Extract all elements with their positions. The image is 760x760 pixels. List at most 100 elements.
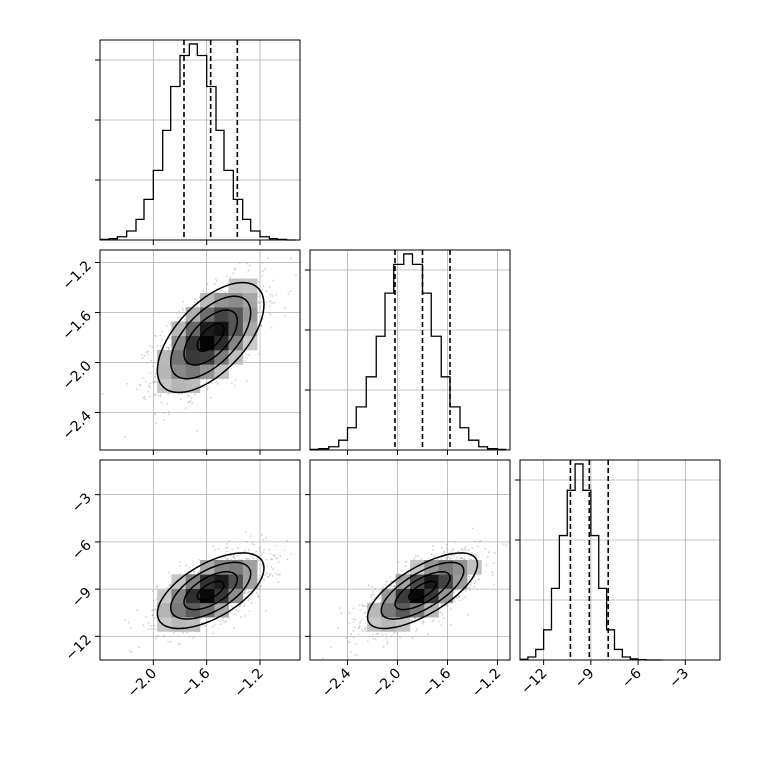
scatter-point bbox=[471, 527, 474, 530]
scatter-point bbox=[354, 643, 357, 646]
scatter-point bbox=[269, 553, 272, 556]
scatter-point bbox=[143, 355, 146, 357]
scatter-point bbox=[274, 544, 277, 547]
x-tick-label: −2.4 bbox=[319, 665, 354, 700]
scatter-point bbox=[169, 323, 172, 326]
scatter-point bbox=[246, 557, 249, 560]
scatter-point bbox=[382, 587, 385, 589]
scatter-point bbox=[411, 637, 414, 639]
scatter-point bbox=[511, 542, 513, 544]
scatter-point bbox=[461, 557, 463, 560]
scatter-point bbox=[467, 549, 470, 552]
scatter-point bbox=[221, 557, 224, 560]
scatter-point bbox=[365, 615, 367, 618]
scatter-point bbox=[144, 398, 147, 401]
scatter-point bbox=[148, 395, 151, 398]
scatter-point bbox=[289, 290, 292, 293]
scatter-point bbox=[486, 555, 489, 558]
scatter-point bbox=[150, 628, 153, 630]
scatter-point bbox=[306, 516, 308, 518]
density-cell bbox=[228, 335, 244, 351]
scatter-point bbox=[248, 610, 251, 613]
scatter-point bbox=[463, 557, 465, 560]
scatter-point bbox=[493, 562, 495, 565]
scatter-point bbox=[267, 257, 270, 260]
scatter-point bbox=[248, 590, 250, 593]
scatter-point bbox=[155, 586, 158, 588]
scatter-point bbox=[422, 620, 425, 623]
scatter-point bbox=[240, 616, 243, 618]
scatter-point bbox=[260, 534, 263, 536]
scatter-point bbox=[442, 551, 445, 554]
scatter-point bbox=[244, 591, 247, 593]
scatter-point bbox=[451, 549, 453, 552]
scatter-point bbox=[147, 390, 150, 393]
scatter-point bbox=[390, 635, 393, 638]
scatter-point bbox=[165, 324, 168, 327]
scatter-point bbox=[159, 395, 162, 398]
histogram-panel-0 bbox=[95, 39, 301, 245]
scatter-point bbox=[463, 547, 466, 550]
scatter-point bbox=[154, 412, 157, 415]
scatter-point bbox=[234, 267, 237, 270]
scatter-point bbox=[283, 549, 286, 552]
density-cell bbox=[171, 350, 187, 365]
contour-line bbox=[366, 552, 479, 630]
scatter-point bbox=[345, 637, 348, 640]
scatter-point bbox=[243, 605, 245, 608]
density-cell bbox=[171, 588, 187, 604]
scatter-point bbox=[276, 557, 279, 560]
scatter-point bbox=[364, 605, 366, 608]
scatter-point bbox=[200, 617, 203, 620]
y-tick-label: −3 bbox=[69, 490, 95, 516]
scatter-point bbox=[264, 268, 267, 270]
scatter-point bbox=[284, 315, 287, 318]
scatter-point bbox=[422, 620, 425, 623]
scatter-point bbox=[461, 549, 464, 551]
contour-line bbox=[156, 552, 265, 630]
scatter-point bbox=[374, 587, 377, 590]
scatter-point bbox=[149, 386, 152, 388]
scatter-point bbox=[168, 571, 170, 574]
x-tick-label: −12 bbox=[518, 666, 550, 698]
contour-line bbox=[183, 309, 239, 366]
contour-line bbox=[169, 295, 252, 380]
scatter-point bbox=[358, 625, 361, 627]
x-tick-label: −1.2 bbox=[469, 666, 504, 701]
scatter-point bbox=[148, 345, 151, 348]
scatter-point bbox=[192, 637, 195, 640]
scatter-point bbox=[245, 530, 247, 533]
scatter-point bbox=[224, 291, 227, 293]
scatter-point bbox=[163, 419, 166, 421]
scatter-point bbox=[353, 653, 356, 656]
density-cell bbox=[242, 560, 258, 575]
scatter-point bbox=[159, 334, 162, 337]
density-cell bbox=[200, 350, 215, 365]
scatter-point bbox=[459, 599, 462, 602]
scatter-point bbox=[349, 651, 352, 653]
scatter-point bbox=[493, 583, 496, 586]
density-cell bbox=[228, 574, 244, 589]
scatter-point bbox=[156, 634, 159, 637]
scatter-point bbox=[232, 272, 235, 275]
scatter-point bbox=[187, 401, 190, 404]
scatter-point bbox=[265, 558, 268, 561]
scatter-point bbox=[154, 394, 156, 397]
scatter-point bbox=[279, 555, 282, 558]
x-tick-label: −1.6 bbox=[178, 665, 213, 700]
scatter-point bbox=[149, 372, 152, 375]
scatter-point bbox=[446, 549, 449, 552]
scatter-point bbox=[181, 307, 184, 310]
scatter-point bbox=[246, 380, 248, 382]
density-cell bbox=[228, 278, 244, 294]
scatter-point bbox=[362, 604, 365, 607]
scatter-point bbox=[372, 593, 375, 596]
scatter-point bbox=[414, 555, 417, 558]
scatter-point bbox=[455, 596, 458, 599]
scatter-point bbox=[460, 548, 463, 550]
scatter-point bbox=[374, 637, 377, 640]
scatter-point bbox=[214, 549, 217, 551]
scatter-point bbox=[266, 565, 269, 568]
scatter-point bbox=[260, 324, 263, 327]
